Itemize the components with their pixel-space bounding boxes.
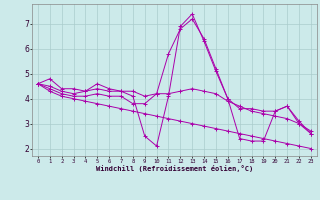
X-axis label: Windchill (Refroidissement éolien,°C): Windchill (Refroidissement éolien,°C) [96,165,253,172]
